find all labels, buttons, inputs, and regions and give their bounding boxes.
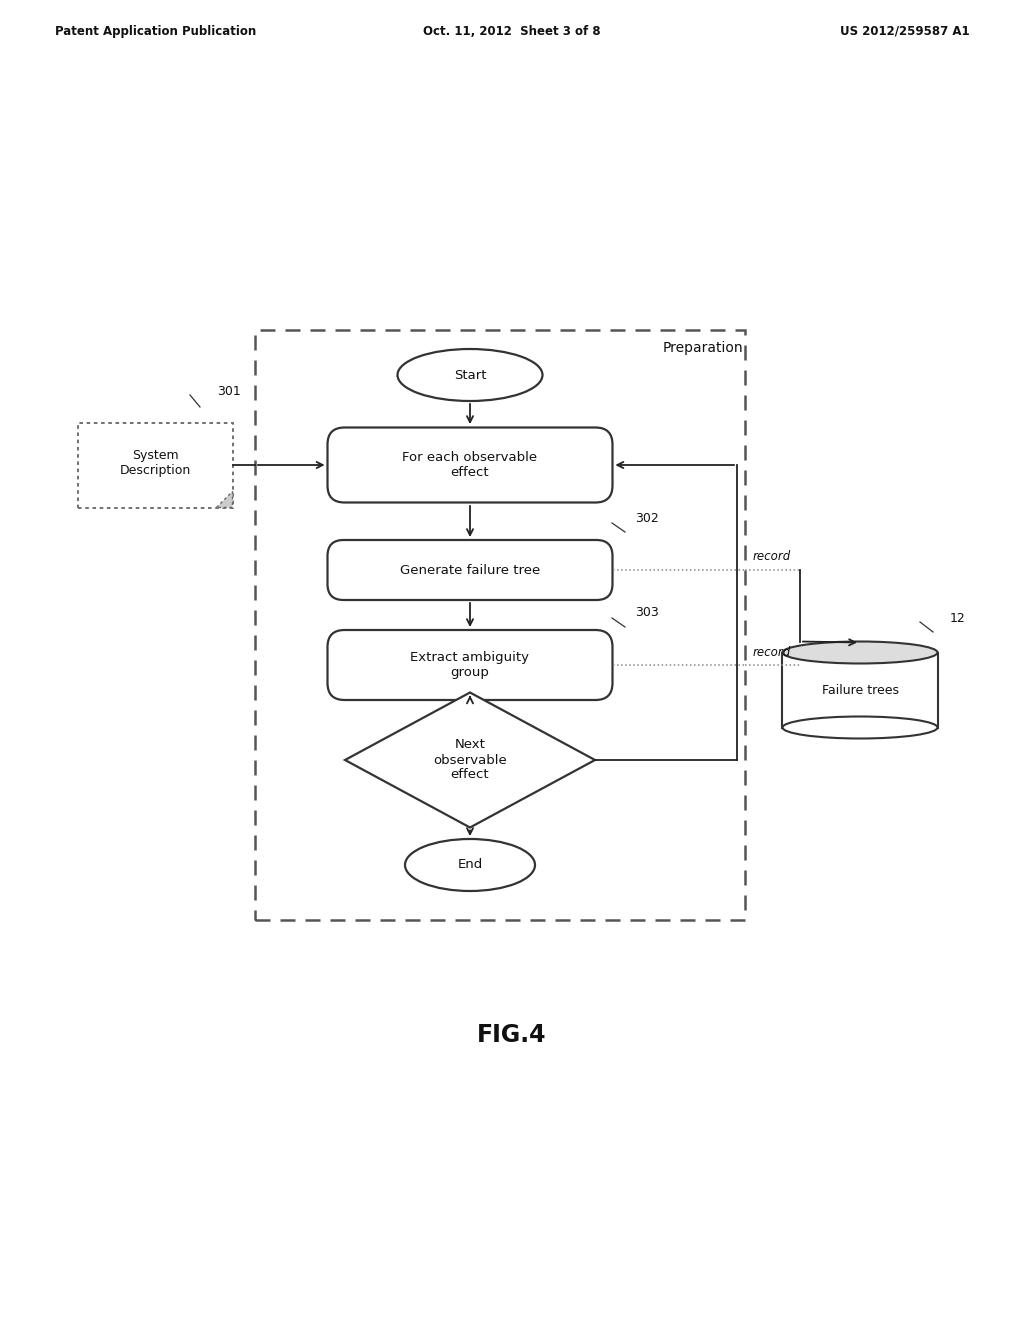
- Text: FIG.4: FIG.4: [477, 1023, 547, 1047]
- FancyBboxPatch shape: [328, 630, 612, 700]
- Text: record: record: [753, 645, 792, 659]
- Text: 301: 301: [217, 385, 241, 399]
- Text: End: End: [458, 858, 482, 871]
- Text: Patent Application Publication: Patent Application Publication: [55, 25, 256, 38]
- Text: 303: 303: [635, 606, 658, 619]
- Text: Extract ambiguity
group: Extract ambiguity group: [411, 651, 529, 678]
- Ellipse shape: [782, 717, 938, 738]
- Text: 302: 302: [635, 511, 658, 524]
- Polygon shape: [782, 652, 938, 727]
- Text: Next
observable
effect: Next observable effect: [433, 738, 507, 781]
- Text: Oct. 11, 2012  Sheet 3 of 8: Oct. 11, 2012 Sheet 3 of 8: [423, 25, 601, 38]
- Text: Generate failure tree: Generate failure tree: [400, 564, 540, 577]
- Polygon shape: [216, 491, 232, 507]
- FancyBboxPatch shape: [328, 428, 612, 503]
- Text: US 2012/259587 A1: US 2012/259587 A1: [841, 25, 970, 38]
- Text: Failure trees: Failure trees: [821, 684, 898, 697]
- Text: record: record: [753, 550, 792, 564]
- Text: 12: 12: [950, 611, 966, 624]
- Text: Start: Start: [454, 368, 486, 381]
- Text: Preparation: Preparation: [663, 341, 743, 355]
- Polygon shape: [345, 693, 595, 828]
- Ellipse shape: [406, 840, 535, 891]
- Text: For each observable
effect: For each observable effect: [402, 451, 538, 479]
- Ellipse shape: [397, 348, 543, 401]
- FancyBboxPatch shape: [78, 422, 232, 507]
- FancyBboxPatch shape: [328, 540, 612, 601]
- Ellipse shape: [782, 642, 938, 664]
- Text: System
Description: System Description: [120, 449, 190, 477]
